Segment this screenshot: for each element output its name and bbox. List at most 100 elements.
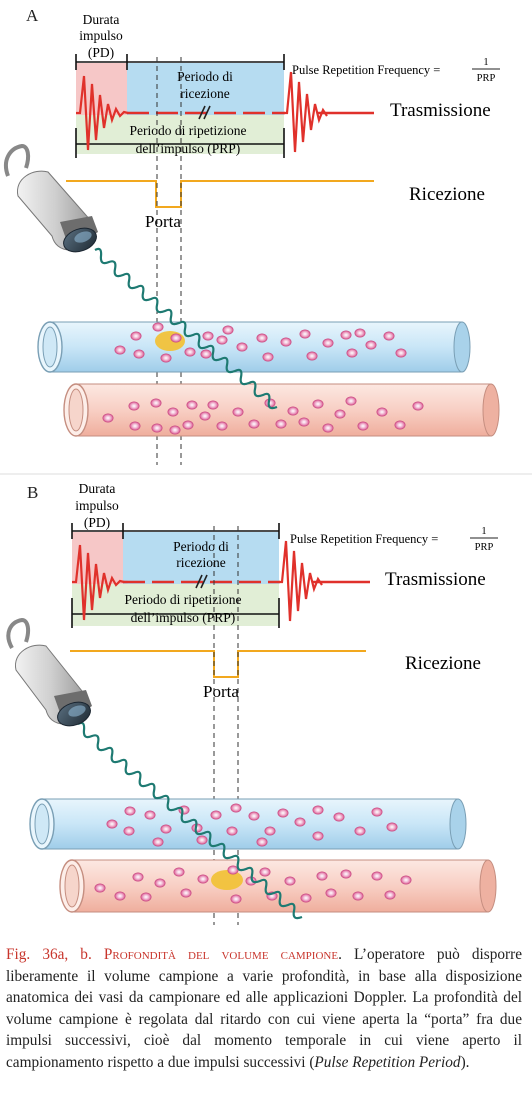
blood-cell xyxy=(284,876,296,886)
blood-cell xyxy=(124,806,136,816)
blood-cell xyxy=(151,423,163,433)
blood-cell xyxy=(312,831,324,841)
reception-period-label-line1: Periodo di xyxy=(173,539,229,554)
blood-cell xyxy=(256,837,268,847)
blood-cell xyxy=(262,352,274,362)
blood-cell xyxy=(123,826,135,836)
blood-cell xyxy=(106,819,118,829)
panel-letter: A xyxy=(26,6,39,25)
panel-letter: B xyxy=(27,483,38,502)
blood-cell xyxy=(365,340,377,350)
reception-label: Ricezione xyxy=(409,184,485,205)
blood-cell xyxy=(226,826,238,836)
prf-label: Pulse Repetition Frequency = xyxy=(292,63,440,77)
blood-cell xyxy=(316,871,328,881)
pd-label-line1: Durata xyxy=(83,12,120,27)
blood-cells-red xyxy=(102,396,424,435)
blood-cell xyxy=(207,400,219,410)
blood-cell xyxy=(352,891,364,901)
blood-cell xyxy=(169,425,181,435)
blood-cell xyxy=(248,811,260,821)
pd-label-line3: (PD) xyxy=(84,515,110,530)
panel-b: B Durata impulso (PD) Periodo di ricezio… xyxy=(6,481,498,925)
prf-numerator: 1 xyxy=(481,526,486,537)
gate-guide-lines xyxy=(156,57,182,465)
reception-label: Ricezione xyxy=(405,653,481,674)
blood-cell xyxy=(312,399,324,409)
prp-label-line2: dell’impulso (PRP) xyxy=(136,141,241,156)
blood-cell xyxy=(202,331,214,341)
ultrasound-wave xyxy=(77,721,303,920)
blood-cell xyxy=(132,872,144,882)
blood-cell xyxy=(167,407,179,417)
panel-a: A Durata impulso (PD) Periodo di ri xyxy=(3,6,500,465)
pd-label-line1: Durata xyxy=(79,481,116,496)
pd-label-line2: impulso xyxy=(79,28,123,43)
prf-denominator: PRP xyxy=(477,73,496,84)
blood-cell xyxy=(294,817,306,827)
blood-cell xyxy=(395,348,407,358)
gate-label: Porta xyxy=(145,212,181,231)
blood-cell xyxy=(325,888,337,898)
gate-label: Porta xyxy=(203,682,239,701)
blood-cell xyxy=(345,396,357,406)
red-vessel xyxy=(59,859,497,913)
blood-cell xyxy=(412,401,424,411)
blood-cell xyxy=(129,421,141,431)
blood-cell xyxy=(306,351,318,361)
blood-cell xyxy=(173,867,185,877)
blood-cell xyxy=(277,808,289,818)
blood-cell xyxy=(200,349,212,359)
prp-label-line1: Periodo di ripetizione xyxy=(125,592,242,607)
blood-cell xyxy=(152,322,164,332)
blue-vessel xyxy=(37,321,471,373)
blood-cell xyxy=(340,330,352,340)
blood-cell xyxy=(94,883,106,893)
reception-period-label-line2: ricezione xyxy=(176,555,225,570)
caption-body-end: ). xyxy=(460,1053,470,1071)
transmit-pulse-2 xyxy=(284,71,328,153)
blood-cells-red xyxy=(94,865,412,904)
blood-cell xyxy=(216,335,228,345)
gate-signal-line xyxy=(70,650,366,678)
blood-cell xyxy=(133,349,145,359)
blood-cell xyxy=(287,406,299,416)
transmit-pulse-2 xyxy=(279,540,323,622)
blood-cell xyxy=(383,331,395,341)
blood-cell xyxy=(275,419,287,429)
blood-cell xyxy=(180,888,192,898)
ultrasound-probe xyxy=(3,143,98,253)
blood-cell xyxy=(340,869,352,879)
prp-label-line2: dell’impulso (PRP) xyxy=(131,610,236,625)
reception-period-label-line2: ricezione xyxy=(180,86,229,101)
blood-cell xyxy=(354,826,366,836)
blood-cell xyxy=(130,331,142,341)
ultrasound-wave xyxy=(94,247,278,410)
blood-cell xyxy=(114,345,126,355)
blood-cell xyxy=(248,419,260,429)
pd-label-line2: impulso xyxy=(75,498,119,513)
blood-cell xyxy=(357,421,369,431)
caption-figure-number: Fig. 36a, b. xyxy=(6,946,92,963)
blood-cell xyxy=(186,400,198,410)
blood-cell xyxy=(114,891,126,901)
blood-cell xyxy=(384,890,396,900)
caption-heading: Profondità del volume campione xyxy=(103,946,339,963)
prp-bracket xyxy=(71,598,280,628)
blood-cell xyxy=(264,826,276,836)
caption-italic-term: Pulse Repetition Period xyxy=(314,1053,461,1071)
blood-cell xyxy=(299,329,311,339)
blood-cell xyxy=(376,407,388,417)
blood-cell xyxy=(199,411,211,421)
prp-area xyxy=(72,582,279,626)
transmission-label: Trasmissione xyxy=(390,100,491,121)
reception-period-label-line1: Periodo di xyxy=(177,69,233,84)
transmit-pulse-1 xyxy=(76,75,129,151)
blood-cell xyxy=(230,894,242,904)
blood-cell xyxy=(222,325,234,335)
reception-bracket xyxy=(123,523,280,539)
time-break-mark xyxy=(198,105,211,120)
prf-label: Pulse Repetition Frequency = xyxy=(290,532,438,546)
sample-volume xyxy=(211,870,243,890)
prp-label-line1: Periodo di ripetizione xyxy=(130,123,247,138)
